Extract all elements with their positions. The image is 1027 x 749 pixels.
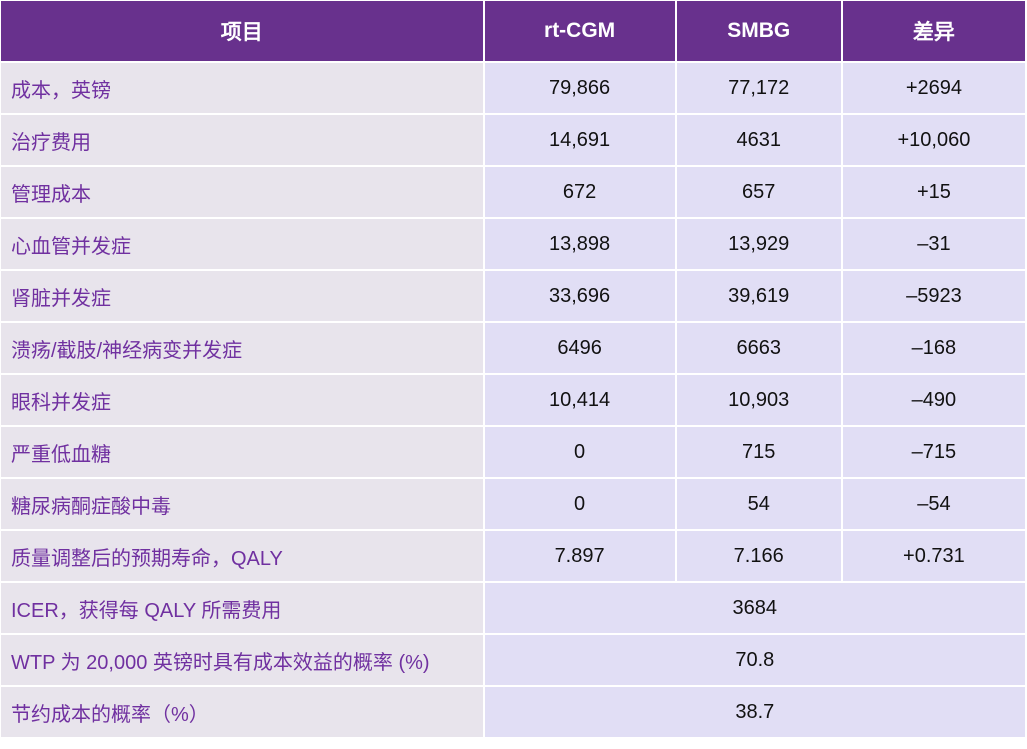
smbg-value: 10,903 — [676, 375, 841, 425]
summary-value: 38.7 — [484, 687, 1025, 737]
summary-value: 70.8 — [484, 635, 1025, 685]
rt-cgm-value: 13,898 — [484, 219, 675, 269]
rt-cgm-value: 79,866 — [484, 63, 675, 113]
summary-label: ICER，获得每 QALY 所需费用 — [1, 583, 483, 633]
summary-label: 节约成本的概率（%） — [1, 687, 483, 737]
rt-cgm-value: 0 — [484, 427, 675, 477]
smbg-value: 715 — [676, 427, 841, 477]
row-label: 治疗费用 — [1, 115, 483, 165]
difference-value: –168 — [842, 323, 1025, 373]
difference-value: +2694 — [842, 63, 1025, 113]
table-row: 眼科并发症 10,414 10,903 –490 — [1, 375, 1025, 425]
table-row: 严重低血糖 0 715 –715 — [1, 427, 1025, 477]
rt-cgm-value: 14,691 — [484, 115, 675, 165]
header-row: 项目 rt-CGM SMBG 差异 — [1, 1, 1025, 61]
table-row: 治疗费用 14,691 4631 +10,060 — [1, 115, 1025, 165]
header-rt-cgm: rt-CGM — [484, 1, 675, 61]
summary-row: 节约成本的概率（%） 38.7 — [1, 687, 1025, 737]
row-label: 管理成本 — [1, 167, 483, 217]
difference-value: –715 — [842, 427, 1025, 477]
rt-cgm-value: 33,696 — [484, 271, 675, 321]
smbg-value: 4631 — [676, 115, 841, 165]
table-row: 质量调整后的预期寿命，QALY 7.897 7.166 +0.731 — [1, 531, 1025, 581]
smbg-value: 77,172 — [676, 63, 841, 113]
row-label: 溃疡/截肢/神经病变并发症 — [1, 323, 483, 373]
rt-cgm-value: 10,414 — [484, 375, 675, 425]
table-row: 糖尿病酮症酸中毒 0 54 –54 — [1, 479, 1025, 529]
smbg-value: 54 — [676, 479, 841, 529]
rt-cgm-value: 0 — [484, 479, 675, 529]
summary-row: WTP 为 20,000 英镑时具有成本效益的概率 (%) 70.8 — [1, 635, 1025, 685]
table-row: 心血管并发症 13,898 13,929 –31 — [1, 219, 1025, 269]
rt-cgm-value: 7.897 — [484, 531, 675, 581]
header-smbg: SMBG — [676, 1, 841, 61]
summary-row: ICER，获得每 QALY 所需费用 3684 — [1, 583, 1025, 633]
row-label: 糖尿病酮症酸中毒 — [1, 479, 483, 529]
row-label: 质量调整后的预期寿命，QALY — [1, 531, 483, 581]
table-row: 溃疡/截肢/神经病变并发症 6496 6663 –168 — [1, 323, 1025, 373]
header-difference: 差异 — [842, 1, 1025, 61]
difference-value: –54 — [842, 479, 1025, 529]
smbg-value: 39,619 — [676, 271, 841, 321]
row-label: 心血管并发症 — [1, 219, 483, 269]
table-row: 管理成本 672 657 +15 — [1, 167, 1025, 217]
row-label: 成本，英镑 — [1, 63, 483, 113]
difference-value: +10,060 — [842, 115, 1025, 165]
row-label: 肾脏并发症 — [1, 271, 483, 321]
difference-value: –5923 — [842, 271, 1025, 321]
smbg-value: 657 — [676, 167, 841, 217]
header-item: 项目 — [1, 1, 483, 61]
table-row: 成本，英镑 79,866 77,172 +2694 — [1, 63, 1025, 113]
difference-value: –490 — [842, 375, 1025, 425]
smbg-value: 6663 — [676, 323, 841, 373]
difference-value: +15 — [842, 167, 1025, 217]
row-label: 眼科并发症 — [1, 375, 483, 425]
table-row: 肾脏并发症 33,696 39,619 –5923 — [1, 271, 1025, 321]
summary-value: 3684 — [484, 583, 1025, 633]
difference-value: –31 — [842, 219, 1025, 269]
difference-value: +0.731 — [842, 531, 1025, 581]
row-label: 严重低血糖 — [1, 427, 483, 477]
smbg-value: 13,929 — [676, 219, 841, 269]
rt-cgm-value: 6496 — [484, 323, 675, 373]
smbg-value: 7.166 — [676, 531, 841, 581]
summary-label: WTP 为 20,000 英镑时具有成本效益的概率 (%) — [1, 635, 483, 685]
rt-cgm-value: 672 — [484, 167, 675, 217]
